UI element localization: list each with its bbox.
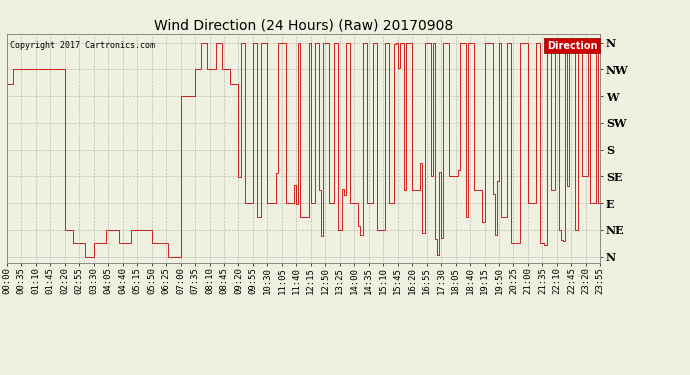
Title: Wind Direction (24 Hours) (Raw) 20170908: Wind Direction (24 Hours) (Raw) 20170908 [154, 19, 453, 33]
Text: Copyright 2017 Cartronics.com: Copyright 2017 Cartronics.com [10, 40, 155, 50]
Text: Direction: Direction [547, 40, 598, 51]
